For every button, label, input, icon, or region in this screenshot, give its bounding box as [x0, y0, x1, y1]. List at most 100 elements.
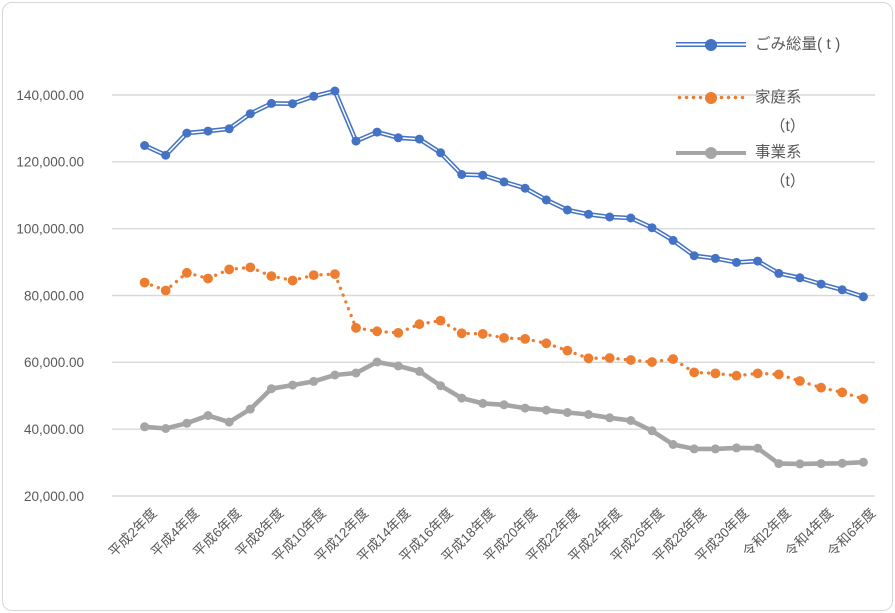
data-point-business[interactable] — [626, 416, 636, 425]
data-point-total[interactable] — [436, 148, 446, 158]
data-point-business[interactable] — [288, 380, 298, 390]
legend-item-total[interactable]: ごみ総量( t ) — [676, 30, 840, 59]
data-point-household[interactable] — [668, 354, 678, 364]
data-point-total[interactable] — [541, 195, 551, 205]
data-point-household[interactable] — [139, 277, 150, 288]
legend-item-business[interactable]: 事業系 （t） — [676, 138, 805, 196]
data-point-total[interactable] — [774, 268, 784, 278]
data-point-business[interactable] — [668, 440, 678, 449]
data-point-business[interactable] — [245, 404, 255, 414]
data-point-household[interactable] — [795, 376, 805, 386]
data-point-total[interactable] — [182, 128, 192, 138]
data-point-household[interactable] — [330, 269, 340, 279]
data-point-household[interactable] — [837, 387, 848, 398]
data-point-total[interactable] — [626, 213, 636, 223]
data-point-total[interactable] — [478, 170, 488, 180]
data-point-business[interactable] — [605, 413, 615, 423]
data-point-household[interactable] — [414, 319, 425, 330]
data-point-business[interactable] — [161, 424, 171, 433]
data-point-business[interactable] — [266, 384, 276, 394]
data-point-household[interactable] — [647, 357, 657, 367]
data-point-household[interactable] — [372, 326, 382, 337]
data-point-total[interactable] — [647, 223, 657, 233]
data-point-household[interactable] — [266, 271, 277, 281]
data-point-business[interactable] — [182, 418, 192, 428]
data-point-household[interactable] — [203, 273, 213, 284]
data-point-total[interactable] — [457, 170, 467, 179]
data-point-household[interactable] — [583, 353, 594, 364]
data-point-household[interactable] — [160, 285, 171, 296]
data-point-household[interactable] — [182, 267, 192, 278]
data-point-total[interactable] — [245, 109, 255, 119]
data-point-business[interactable] — [562, 408, 572, 417]
data-point-business[interactable] — [816, 459, 826, 469]
data-point-total[interactable] — [689, 251, 699, 261]
data-point-household[interactable] — [731, 370, 742, 381]
data-point-household[interactable] — [393, 328, 404, 338]
data-point-business[interactable] — [351, 368, 361, 378]
data-point-business[interactable] — [309, 376, 319, 386]
data-point-business[interactable] — [647, 426, 657, 436]
data-point-household[interactable] — [308, 270, 319, 280]
data-point-total[interactable] — [816, 279, 826, 289]
data-point-household[interactable] — [689, 367, 700, 378]
data-point-total[interactable] — [668, 235, 678, 245]
data-point-business[interactable] — [541, 405, 551, 415]
data-point-total[interactable] — [795, 273, 805, 283]
legend-item-household[interactable]: 家庭系 （t） — [676, 83, 805, 141]
data-point-total[interactable] — [351, 136, 361, 146]
data-point-total[interactable] — [414, 134, 424, 144]
data-point-total[interactable] — [520, 183, 530, 193]
data-point-total[interactable] — [161, 150, 171, 160]
data-point-household[interactable] — [456, 328, 467, 339]
data-point-business[interactable] — [689, 444, 699, 454]
data-point-total[interactable] — [837, 285, 847, 295]
data-point-business[interactable] — [330, 370, 340, 380]
data-point-business[interactable] — [753, 443, 763, 453]
data-point-household[interactable] — [435, 315, 446, 326]
data-point-business[interactable] — [478, 398, 488, 408]
data-point-total[interactable] — [266, 98, 276, 108]
data-point-total[interactable] — [562, 205, 572, 215]
data-point-household[interactable] — [477, 329, 488, 339]
data-point-total[interactable] — [753, 256, 763, 266]
data-point-total[interactable] — [309, 91, 319, 101]
data-point-total[interactable] — [584, 209, 593, 219]
data-point-household[interactable] — [520, 334, 530, 344]
data-point-business[interactable] — [520, 403, 530, 413]
data-point-business[interactable] — [732, 443, 741, 453]
data-point-business[interactable] — [436, 381, 446, 391]
data-point-total[interactable] — [499, 177, 509, 187]
data-point-household[interactable] — [773, 369, 784, 380]
data-point-business[interactable] — [203, 411, 213, 420]
data-point-business[interactable] — [858, 457, 868, 467]
data-point-total[interactable] — [710, 253, 720, 263]
data-point-business[interactable] — [224, 417, 234, 427]
data-point-household[interactable] — [858, 393, 869, 404]
data-point-business[interactable] — [837, 458, 847, 468]
data-point-household[interactable] — [287, 275, 298, 286]
data-point-household[interactable] — [224, 264, 235, 275]
data-point-total[interactable] — [330, 86, 340, 96]
data-point-total[interactable] — [393, 133, 403, 143]
data-point-total[interactable] — [140, 141, 150, 150]
data-point-business[interactable] — [499, 400, 509, 410]
data-point-business[interactable] — [414, 366, 424, 376]
data-point-household[interactable] — [752, 368, 763, 379]
data-point-household[interactable] — [604, 353, 615, 363]
data-point-household[interactable] — [710, 368, 721, 379]
data-point-household[interactable] — [351, 323, 361, 333]
data-point-household[interactable] — [562, 345, 573, 356]
data-point-total[interactable] — [858, 292, 868, 302]
data-point-business[interactable] — [372, 357, 382, 367]
data-point-business[interactable] — [774, 459, 784, 469]
data-point-household[interactable] — [816, 382, 826, 393]
data-point-business[interactable] — [393, 361, 403, 371]
data-point-business[interactable] — [457, 393, 467, 403]
data-point-household[interactable] — [245, 262, 256, 273]
data-point-business[interactable] — [710, 444, 720, 454]
data-point-total[interactable] — [224, 124, 234, 134]
data-point-household[interactable] — [499, 333, 509, 343]
data-point-total[interactable] — [732, 257, 741, 267]
data-point-total[interactable] — [288, 99, 298, 109]
